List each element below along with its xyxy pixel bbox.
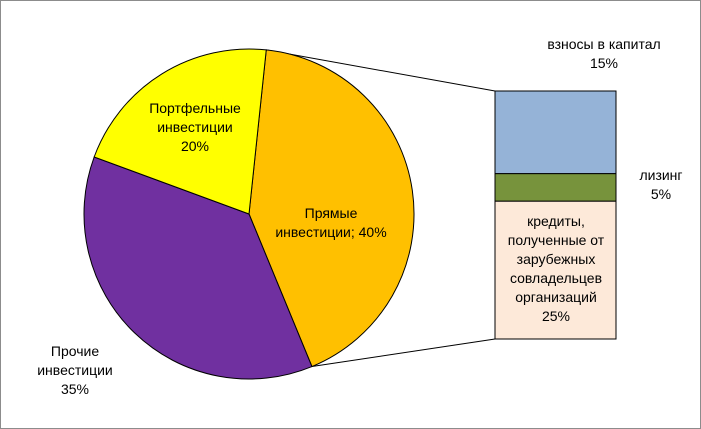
- connector-line-bottom: [311, 338, 496, 368]
- label-portfolio-investments: Портфельные инвестиции 20%: [149, 100, 241, 154]
- label-leasing: лизинг 5%: [639, 167, 683, 202]
- bar-segment-leasing: [494, 173, 617, 202]
- pie-slice-direct: [248, 49, 415, 368]
- label-capital-contributions: взносы в капитал 15%: [547, 36, 661, 71]
- label-other-investments: Прочие инвестиции 35%: [37, 343, 113, 397]
- connector-line-top: [266, 49, 496, 92]
- bar-segment-capital: [494, 90, 617, 175]
- pie-slice-other: [83, 156, 313, 380]
- label-direct-investments: Прямые инвестиции; 40%: [275, 205, 387, 240]
- label-foreign-loans: кредиты, полученные от зарубежных совлад…: [507, 213, 605, 324]
- bar-segment-loans: [494, 200, 617, 340]
- pie-slice-portfolio: [93, 48, 267, 215]
